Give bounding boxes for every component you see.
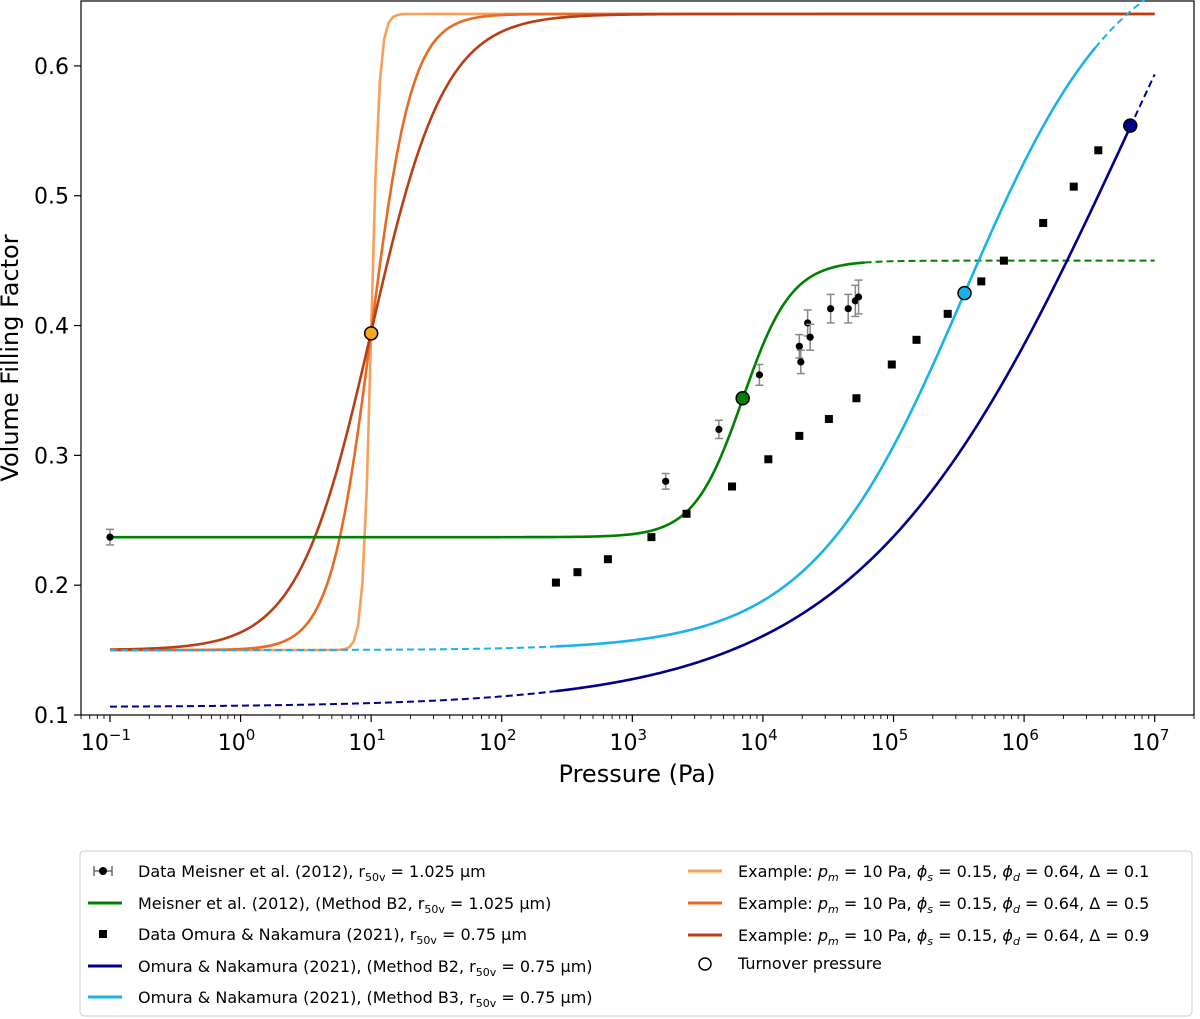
legend-square-marker-icon [99,930,107,938]
y-tick-label: 0.4 [34,315,69,340]
series-omura-b3-dashed-line-end [1094,0,1147,49]
series-example-01-line [109,12,1155,652]
curves-layer [109,0,1156,708]
legend-entry-omura-data: Data Omura & Nakamura (2021), r50v = 0.7… [99,925,527,947]
x-tick-label: 104 [740,726,778,756]
series-omura-b3-solid-line [555,47,1097,648]
omura-data-point [852,394,861,403]
omura-data-point [764,455,773,464]
y-tick-label: 0.3 [34,444,69,469]
y-tick-label: 0.1 [34,704,69,729]
legend-entry-meisner-fit: Meisner et al. (2012), (Method B2, r50v … [88,894,551,916]
legend-label-omura-b3: Omura & Nakamura (2021), (Method B3, r50… [138,988,593,1010]
series-example-05-line [109,12,1155,652]
legend-entry-omura-b2: Omura & Nakamura (2021), (Method B2, r50… [88,957,593,979]
meisner-data-point [755,371,764,379]
plot-area-frame [80,0,1195,716]
legend-frame [79,850,1193,1017]
legend-label-example-01: Example: pm = 10 Pa, ϕs = 0.15, ϕd = 0.6… [738,862,1149,884]
meisner-data-point [662,477,670,485]
omura-data-point [1069,182,1078,191]
x-tick-label: 102 [479,726,517,756]
series-example-09-line [109,12,1155,651]
y-tick-label: 0.6 [34,55,69,80]
legend-label-omura-b2: Omura & Nakamura (2021), (Method B2, r50… [138,957,593,979]
legend-label-omura-data: Data Omura & Nakamura (2021), r50v = 0.7… [138,925,527,947]
legend-label-meisner-data: Data Meisner et al. (2012), r50v = 1.025… [138,862,486,884]
x-tick-label: 103 [610,726,648,756]
turnover-examples-point [363,326,379,341]
legend-data-dot-icon [99,867,107,875]
legend-label-example-05: Example: pm = 10 Pa, ϕs = 0.15, ϕd = 0.6… [738,894,1149,916]
series-omura-b2-dashed-line-end [1129,74,1156,128]
omura-data-point [795,431,804,440]
y-tick-label: 0.2 [34,574,69,599]
legend-entry-omura-b3: Omura & Nakamura (2021), (Method B3, r50… [88,988,593,1010]
omura-data-point [647,533,656,542]
legend-label-meisner-fit: Meisner et al. (2012), (Method B2, r50v … [138,894,551,916]
legend-label-turnover: Turnover pressure [737,954,882,973]
x-tick-label: 106 [1001,726,1039,756]
legend-entry-meisner-data: Data Meisner et al. (2012), r50v = 1.025… [93,862,486,884]
x-tick-label: 101 [348,726,386,756]
x-axis: 10−1 100 101 102 103 104 105 106 107 [80,715,1195,756]
series-omura-b2-dashed-line [109,690,557,708]
meisner-data-point [715,425,723,433]
legend: Data Meisner et al. (2012), r50v = 1.025… [79,850,1193,1017]
x-tick-label: 107 [1132,726,1170,756]
omura-data-point [824,415,833,424]
omura-data-point [1094,146,1103,155]
legend-entry-turnover: Turnover pressure [698,954,882,973]
meisner-data-point [827,305,835,313]
omura-data-point [551,578,560,587]
meisner-data-point [854,293,863,301]
omura-data-point [603,555,612,564]
legend-open-circle-icon [698,957,712,971]
turnover-omura-b3-point [957,285,972,301]
meisner-data-point [795,342,803,350]
legend-entry-example-05: Example: pm = 10 Pa, ϕs = 0.15, ϕd = 0.6… [688,894,1149,916]
legend-label-example-09: Example: pm = 10 Pa, ϕs = 0.15, ϕd = 0.6… [738,926,1149,948]
markers-layer [105,118,1138,587]
x-tick-label: 10−1 [81,726,131,756]
x-tick-label: 100 [218,726,256,756]
y-axis-title: Volume Filling Factor [0,234,24,481]
series-meisner-dashed-line [864,259,1155,264]
series-omura-b2-solid-line [555,126,1132,693]
meisner-data-point [844,305,852,313]
omura-data-point [999,256,1008,265]
omura-data-point [682,509,691,518]
legend-entry-example-09: Example: pm = 10 Pa, ϕs = 0.15, ϕd = 0.6… [688,926,1149,948]
turnover-meisner-point [735,390,750,406]
turnover-omura-b2-point [1123,118,1138,133]
omura-data-point [887,360,896,369]
x-tick-label: 105 [871,726,909,756]
omura-data-point [728,482,737,491]
omura-data-point [573,568,582,577]
omura-data-point [943,309,952,318]
meisner-data-point [106,533,114,541]
omura-data-point [977,277,986,286]
y-tick-label: 0.5 [34,185,69,210]
y-axis: 0.1 0.2 0.3 0.4 0.5 0.6 [34,55,81,729]
meisner-data-point [806,333,814,341]
series-meisner-solid-line [109,261,865,539]
omura-data-point [912,335,921,344]
meisner-data-point [797,358,805,366]
omura-data-point [1039,218,1048,227]
series-omura-b3-dashed-line [109,645,556,652]
legend-entry-example-01: Example: pm = 10 Pa, ϕs = 0.15, ϕd = 0.6… [688,862,1149,884]
x-axis-title: Pressure (Pa) [559,760,716,788]
